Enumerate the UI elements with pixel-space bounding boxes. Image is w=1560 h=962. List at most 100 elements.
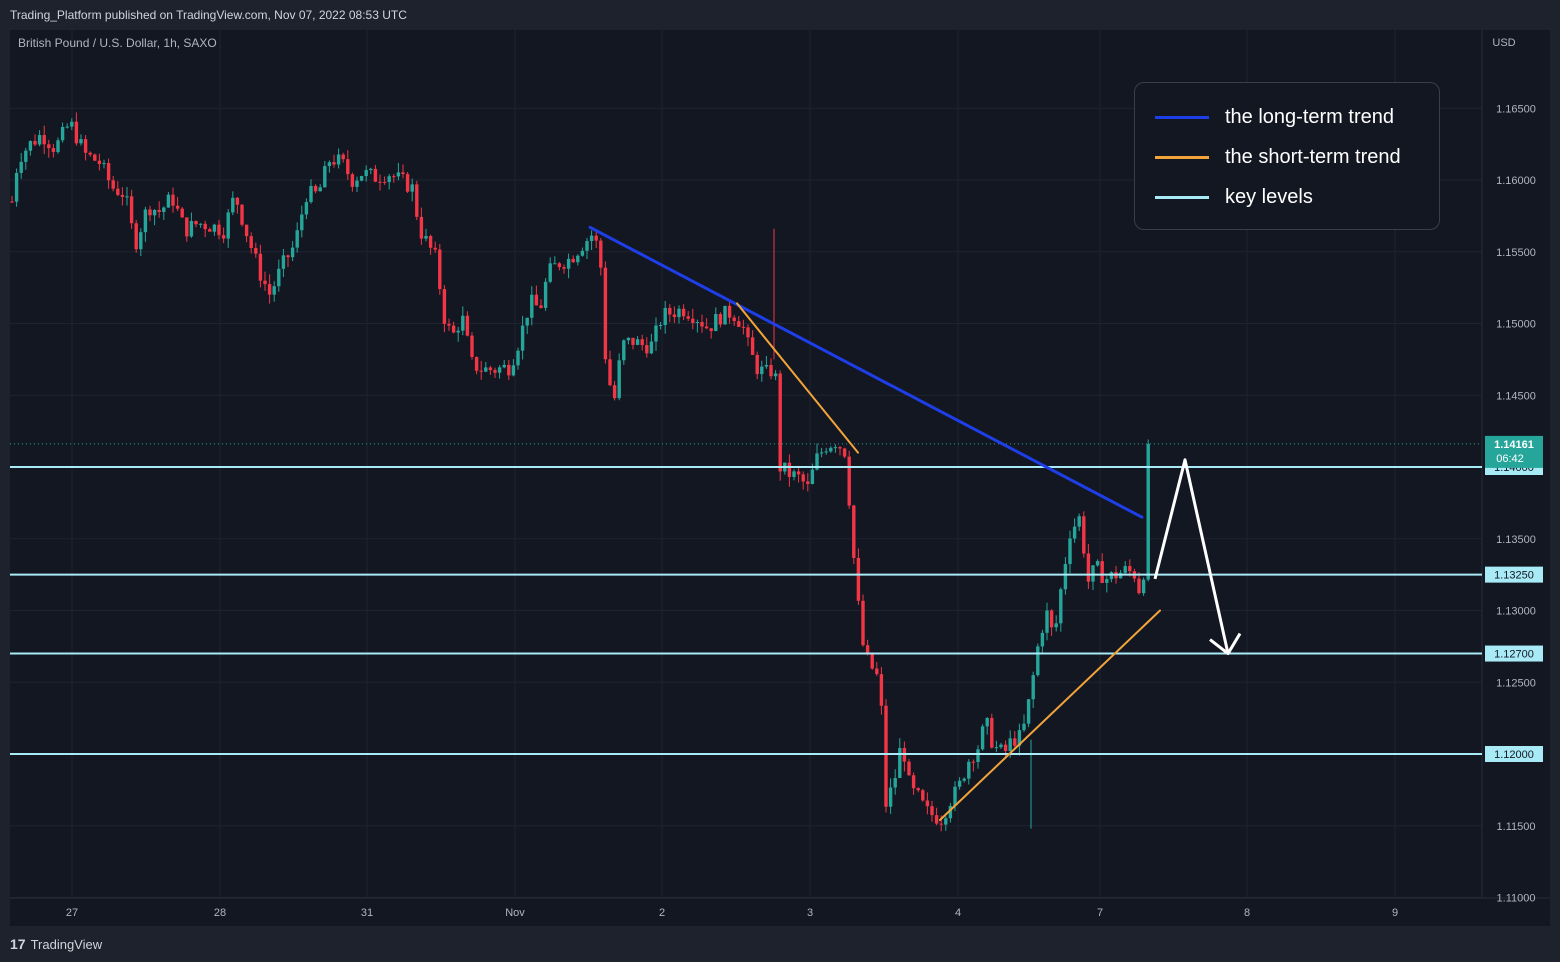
candle-body xyxy=(1013,738,1017,746)
candle-body xyxy=(617,360,621,399)
candle-body xyxy=(10,201,14,203)
y-tick-label: 1.15500 xyxy=(1496,247,1536,259)
candle-body xyxy=(741,326,746,328)
candle-body xyxy=(1059,589,1063,624)
candle-body xyxy=(286,255,290,258)
long-term-trend-line[interactable] xyxy=(588,225,1144,519)
candle-body xyxy=(447,323,451,326)
candle-body xyxy=(879,674,884,706)
candle-body xyxy=(162,207,166,212)
candle-body xyxy=(1137,578,1141,594)
candle-body xyxy=(856,557,861,601)
candle-body xyxy=(1017,730,1022,746)
candle-body xyxy=(1045,610,1049,633)
candle-body xyxy=(203,223,207,230)
candle-body xyxy=(723,305,727,325)
x-tick-label: 27 xyxy=(66,907,78,919)
candle-body xyxy=(198,223,203,225)
candle-body xyxy=(1031,675,1035,700)
candle-body xyxy=(658,325,663,327)
candle-body xyxy=(157,210,161,212)
candle-body xyxy=(925,800,930,807)
tradingview-brand: TradingView xyxy=(30,936,103,952)
candle-body xyxy=(166,194,171,208)
candle-body xyxy=(208,229,212,232)
y-tick-label: 1.14500 xyxy=(1496,390,1536,402)
candle-body xyxy=(189,220,194,237)
candle-body xyxy=(884,705,888,807)
key-level-tag-label: 1.12000 xyxy=(1494,749,1534,761)
candle-body xyxy=(231,197,235,213)
x-tick-label: 7 xyxy=(1097,907,1103,919)
candle-body xyxy=(424,235,428,239)
candle-body xyxy=(1095,561,1100,566)
candle-body xyxy=(106,163,111,181)
candle-body xyxy=(102,163,106,165)
legend-swatch-key-levels xyxy=(1155,196,1209,199)
candle-body xyxy=(980,726,985,750)
candle-body xyxy=(272,286,276,295)
candle-body xyxy=(465,315,470,336)
candle-body xyxy=(442,289,447,324)
candle-body xyxy=(405,174,410,192)
candle-body xyxy=(134,223,138,250)
legend-item-key-levels: key levels xyxy=(1155,186,1313,209)
candle-body xyxy=(842,448,847,457)
candle-body xyxy=(47,144,51,149)
candle-body xyxy=(760,366,764,375)
candle-body xyxy=(553,263,557,265)
candle-body xyxy=(962,778,966,781)
y-tick-label: 1.13000 xyxy=(1496,606,1536,618)
candle-body xyxy=(530,294,534,318)
candle-body xyxy=(939,823,943,825)
candle-body xyxy=(281,255,286,269)
candle-body xyxy=(534,294,539,306)
candle-body xyxy=(1123,566,1127,573)
candle-body xyxy=(300,214,304,231)
legend-swatch-long-term xyxy=(1155,116,1209,119)
candle-body xyxy=(235,197,240,205)
candle-body xyxy=(19,161,23,173)
x-tick-label: 31 xyxy=(361,907,373,919)
projection-arrow-path[interactable] xyxy=(1153,458,1230,654)
candle-body xyxy=(571,258,575,263)
candle-body xyxy=(83,139,88,153)
candle-body xyxy=(709,328,713,332)
candle-body xyxy=(953,786,957,806)
candle-body xyxy=(764,364,769,367)
tradingview-logo[interactable]: 17 TradingView xyxy=(10,936,102,952)
candle-body xyxy=(148,209,152,216)
candle-body xyxy=(852,505,856,558)
candle-body xyxy=(1008,738,1012,751)
candle-body xyxy=(990,717,994,748)
footer-bar xyxy=(0,926,1560,962)
projection-arrow-head[interactable] xyxy=(1209,632,1242,656)
symbol-title[interactable]: British Pound / U.S. Dollar, 1h, SAXO xyxy=(18,36,217,50)
candle-body xyxy=(796,471,801,475)
short-term-trend-line-down[interactable] xyxy=(736,302,859,454)
candle-body xyxy=(911,775,916,789)
x-tick-label: 9 xyxy=(1392,907,1398,919)
candle-body xyxy=(290,247,295,258)
candle-body xyxy=(355,180,359,187)
candle-body xyxy=(994,747,999,749)
candle-body xyxy=(562,267,566,269)
candle-body xyxy=(309,185,313,203)
short-term-trend-line-up[interactable] xyxy=(939,609,1161,822)
candle-body xyxy=(626,337,631,341)
candle-body xyxy=(60,126,65,141)
candle-body xyxy=(479,370,483,372)
candle-body xyxy=(318,187,322,192)
x-tick-label: Nov xyxy=(505,907,525,919)
candle-body xyxy=(433,247,437,250)
candle-body xyxy=(1091,565,1095,582)
candle-body xyxy=(718,313,723,325)
candle-body xyxy=(175,205,180,209)
candle-body xyxy=(1049,610,1054,628)
candle-body xyxy=(304,202,309,215)
candle-body xyxy=(1054,623,1058,628)
candle-body xyxy=(1036,646,1040,676)
x-tick-label: 3 xyxy=(807,907,813,919)
key-level-tag xyxy=(1485,566,1543,583)
candle-body xyxy=(474,356,479,371)
